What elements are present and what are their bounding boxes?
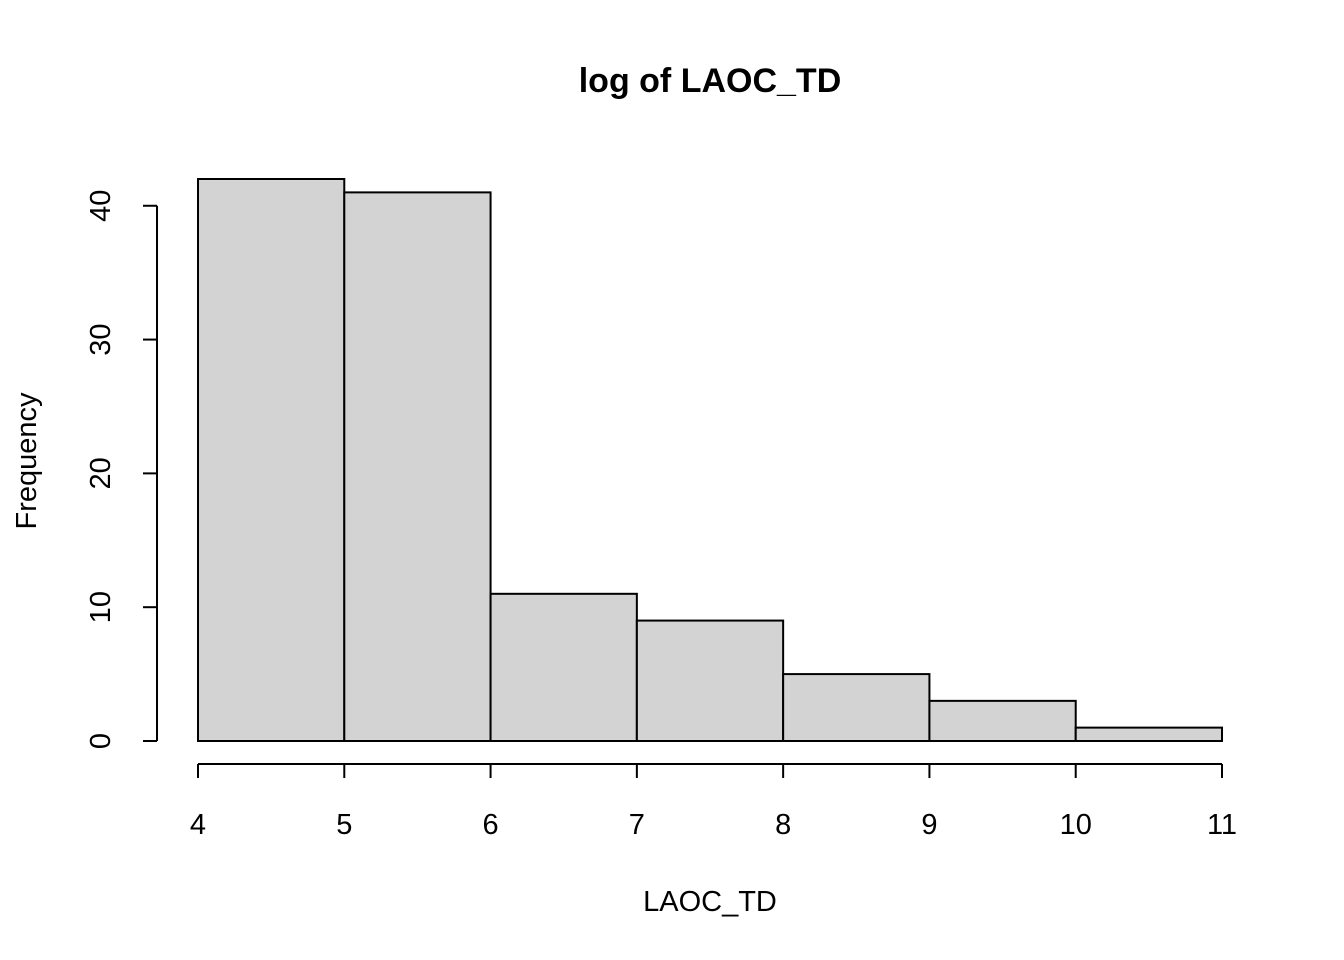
x-axis-label: LAOC_TD <box>643 886 777 918</box>
x-tick-label-7: 11 <box>1207 809 1237 841</box>
histogram-bar-5 <box>928 699 1077 742</box>
histogram-bar-4 <box>782 673 931 742</box>
x-tick-label-4: 8 <box>775 809 791 841</box>
bars-group <box>197 178 1223 742</box>
histogram-bar-1 <box>343 191 492 742</box>
x-tick-label-5: 9 <box>921 809 937 841</box>
x-axis: 4 5 6 7 8 9 10 11 <box>190 763 1237 841</box>
y-axis: 0 10 20 30 40 <box>85 190 158 749</box>
y-tick-label-2: 20 <box>85 457 117 489</box>
x-tick-label-2: 6 <box>483 809 499 841</box>
histogram-bar-2 <box>489 592 638 742</box>
y-tick-label-4: 40 <box>85 190 117 222</box>
y-tick-label-0: 0 <box>85 733 117 749</box>
chart-title: log of LAOC_TD <box>579 62 842 100</box>
histogram-bar-6 <box>1074 726 1223 742</box>
x-tick-label-1: 5 <box>336 809 352 841</box>
histogram-bar-3 <box>635 619 785 742</box>
y-tick-label-1: 10 <box>85 591 117 623</box>
y-axis-label: Frequency <box>11 392 43 530</box>
x-tick-label-6: 10 <box>1060 809 1092 841</box>
x-tick-label-0: 4 <box>190 809 206 841</box>
histogram-bar-0 <box>197 178 346 742</box>
y-tick-label-3: 30 <box>85 323 117 355</box>
x-tick-label-3: 7 <box>629 809 645 841</box>
